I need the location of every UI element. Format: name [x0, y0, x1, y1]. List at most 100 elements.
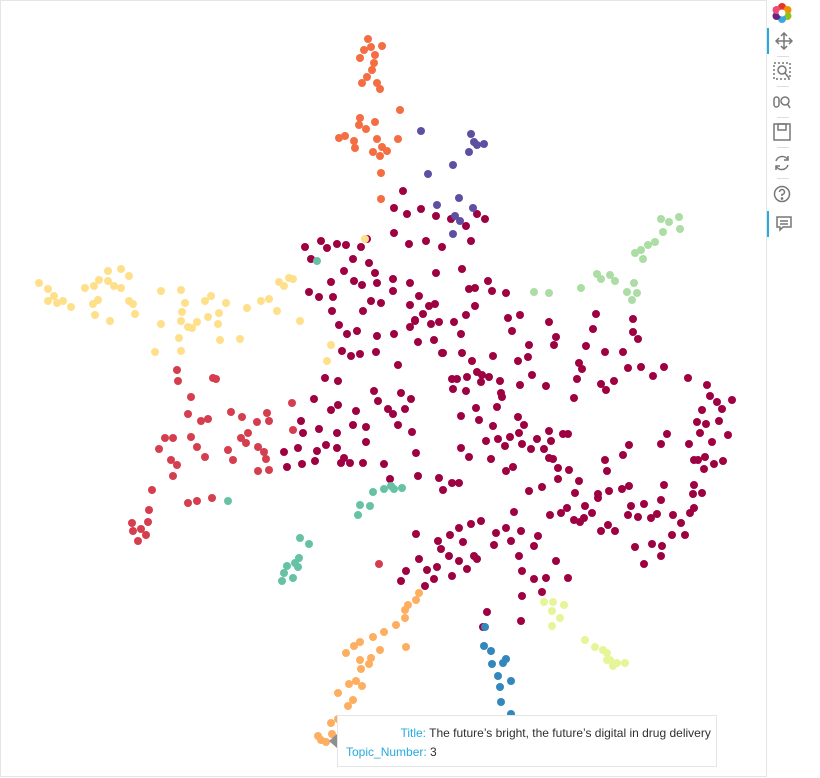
- scatter-point[interactable]: [368, 66, 376, 74]
- scatter-point[interactable]: [289, 574, 297, 582]
- scatter-point[interactable]: [401, 405, 409, 413]
- scatter-point[interactable]: [498, 393, 506, 401]
- scatter-point[interactable]: [278, 577, 286, 585]
- scatter-point[interactable]: [601, 348, 609, 356]
- scatter-point[interactable]: [571, 489, 579, 497]
- box-zoom-tool-icon[interactable]: [767, 58, 797, 84]
- scatter-point[interactable]: [601, 456, 609, 464]
- scatter-point[interactable]: [507, 677, 515, 685]
- scatter-point[interactable]: [458, 265, 466, 273]
- scatter-point[interactable]: [323, 357, 331, 365]
- scatter-point[interactable]: [649, 372, 657, 380]
- scatter-point[interactable]: [394, 421, 402, 429]
- scatter-point[interactable]: [421, 582, 429, 590]
- scatter-point[interactable]: [547, 437, 555, 445]
- scatter-point[interactable]: [698, 406, 706, 414]
- scatter-point[interactable]: [453, 375, 461, 383]
- scatter-point[interactable]: [144, 518, 152, 526]
- scatter-point[interactable]: [477, 517, 485, 525]
- scatter-point[interactable]: [549, 455, 557, 463]
- scatter-point[interactable]: [390, 229, 398, 237]
- scatter-point[interactable]: [417, 205, 425, 213]
- scatter-point[interactable]: [181, 299, 189, 307]
- scatter-point[interactable]: [675, 213, 683, 221]
- scatter-point[interactable]: [412, 449, 420, 457]
- scatter-point[interactable]: [728, 396, 736, 404]
- scatter-point[interactable]: [689, 490, 697, 498]
- scatter-point[interactable]: [706, 392, 714, 400]
- scatter-point[interactable]: [480, 642, 488, 650]
- scatter-point[interactable]: [311, 457, 319, 465]
- scatter-point[interactable]: [540, 598, 548, 606]
- scatter-point[interactable]: [253, 418, 261, 426]
- scatter-point[interactable]: [527, 445, 535, 453]
- scatter-point[interactable]: [184, 499, 192, 507]
- scatter-point[interactable]: [430, 336, 438, 344]
- scatter-point[interactable]: [314, 732, 322, 740]
- scatter-point[interactable]: [362, 438, 370, 446]
- scatter-point[interactable]: [533, 435, 541, 443]
- scatter-point[interactable]: [394, 135, 402, 143]
- scatter-point[interactable]: [352, 677, 360, 685]
- scatter-point[interactable]: [446, 531, 454, 539]
- scatter-point[interactable]: [489, 352, 497, 360]
- scatter-point[interactable]: [557, 509, 565, 517]
- scatter-point[interactable]: [362, 423, 370, 431]
- scatter-point[interactable]: [237, 434, 245, 442]
- scatter-point[interactable]: [657, 496, 665, 504]
- scatter-point[interactable]: [376, 85, 384, 93]
- scatter-point[interactable]: [178, 308, 186, 316]
- scatter-point[interactable]: [357, 243, 365, 251]
- scatter-point[interactable]: [549, 598, 557, 606]
- scatter-point[interactable]: [470, 552, 478, 560]
- scatter-point[interactable]: [125, 272, 133, 280]
- scatter-point[interactable]: [356, 350, 364, 358]
- scatter-point[interactable]: [349, 696, 357, 704]
- scatter-point[interactable]: [373, 79, 381, 87]
- scatter-point[interactable]: [356, 54, 364, 62]
- scatter-point[interactable]: [389, 275, 397, 283]
- scatter-point[interactable]: [459, 538, 467, 546]
- scatter-point[interactable]: [406, 279, 414, 287]
- scatter-point[interactable]: [313, 447, 321, 455]
- scatter-point[interactable]: [334, 401, 342, 409]
- scatter-point[interactable]: [715, 417, 723, 425]
- scatter-point[interactable]: [422, 237, 430, 245]
- scatter-point[interactable]: [640, 500, 648, 508]
- scatter-point[interactable]: [356, 656, 364, 664]
- scatter-point[interactable]: [343, 330, 351, 338]
- scatter-point[interactable]: [44, 297, 52, 305]
- scatter-point[interactable]: [104, 267, 112, 275]
- scatter-point[interactable]: [439, 486, 447, 494]
- scatter-point[interactable]: [365, 660, 373, 668]
- scatter-point[interactable]: [437, 545, 445, 553]
- scatter-point[interactable]: [369, 488, 377, 496]
- scatter-point[interactable]: [371, 118, 379, 126]
- scatter-point[interactable]: [389, 287, 397, 295]
- scatter-point[interactable]: [296, 317, 304, 325]
- scatter-point[interactable]: [356, 501, 364, 509]
- scatter-point[interactable]: [603, 649, 611, 657]
- scatter-point[interactable]: [592, 310, 600, 318]
- scatter-point[interactable]: [346, 459, 354, 467]
- scatter-point[interactable]: [467, 237, 475, 245]
- scatter-point[interactable]: [177, 347, 185, 355]
- scatter-point[interactable]: [396, 106, 404, 114]
- scatter-point[interactable]: [193, 443, 201, 451]
- scatter-point[interactable]: [134, 537, 142, 545]
- scatter-point[interactable]: [384, 405, 392, 413]
- scatter-point[interactable]: [581, 636, 589, 644]
- scatter-point[interactable]: [490, 541, 498, 549]
- scatter-point[interactable]: [425, 302, 433, 310]
- save-tool-icon[interactable]: [767, 119, 797, 145]
- scatter-point[interactable]: [305, 540, 313, 548]
- scatter-point[interactable]: [350, 137, 358, 145]
- scatter-point[interactable]: [434, 537, 442, 545]
- scatter-point[interactable]: [412, 530, 420, 538]
- scatter-point[interactable]: [501, 442, 509, 450]
- scatter-point[interactable]: [321, 374, 329, 382]
- scatter-point[interactable]: [224, 446, 232, 454]
- scatter-point[interactable]: [530, 575, 538, 583]
- scatter-point[interactable]: [280, 282, 288, 290]
- scatter-point[interactable]: [288, 399, 296, 407]
